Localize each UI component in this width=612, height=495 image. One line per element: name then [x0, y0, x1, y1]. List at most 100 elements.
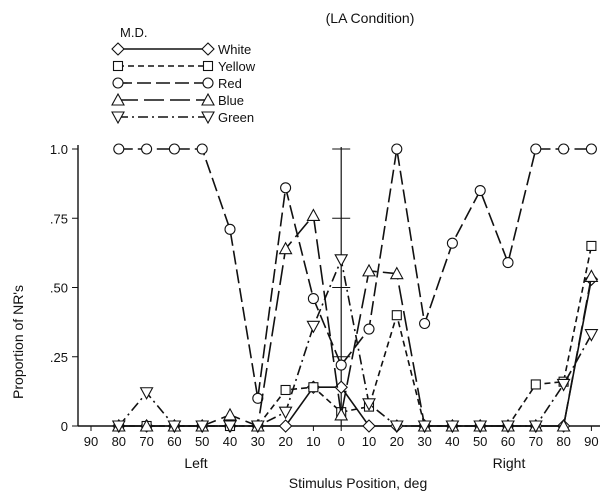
- data-point-red: [224, 223, 236, 235]
- legend-marker-circle: [202, 77, 214, 89]
- series-line-red: [118, 148, 592, 399]
- x-tick-label: 70: [139, 434, 153, 449]
- x-tick-label: 20: [390, 434, 404, 449]
- x-tick-label: 30: [417, 434, 431, 449]
- legend-marker-triangle-up: [201, 92, 215, 106]
- data-point-green: [584, 329, 599, 342]
- x-tick-label: 70: [529, 434, 543, 449]
- series-blue: [111, 208, 599, 432]
- legend-label: Blue: [218, 93, 244, 108]
- series-layer: [111, 143, 599, 434]
- legend-marker-diamond: [201, 42, 215, 56]
- data-point-red: [141, 143, 153, 155]
- data-point-red: [363, 323, 375, 335]
- x-tick-label: 40: [223, 434, 237, 449]
- data-point-green: [167, 420, 182, 434]
- x-tick-label: 0: [338, 434, 345, 449]
- legend-label: Green: [218, 110, 254, 125]
- legend-marker-square: [202, 60, 214, 72]
- data-point-red: [446, 237, 458, 249]
- subject-label: M.D.: [120, 25, 147, 40]
- data-point-blue: [362, 263, 376, 277]
- legend-item-white: White: [111, 42, 251, 57]
- x-tick-label: 60: [501, 434, 515, 449]
- data-point-green: [417, 420, 432, 434]
- data-point-blue: [306, 208, 321, 222]
- data-point-yellow: [280, 384, 291, 396]
- y-tick-label: .75: [50, 211, 68, 226]
- data-point-green: [139, 387, 154, 400]
- chart-title: (LA Condition): [326, 10, 415, 26]
- x-tick-label: 30: [251, 434, 265, 449]
- data-point-blue: [584, 269, 599, 282]
- legend-marker-triangle-down: [111, 111, 125, 125]
- x-tick-label: 90: [584, 434, 598, 449]
- x-tick-label: 80: [112, 434, 126, 449]
- data-point-red: [391, 143, 403, 155]
- data-point-blue: [139, 418, 154, 432]
- data-point-yellow: [391, 310, 402, 321]
- x-tick-label: 10: [306, 434, 320, 449]
- x-tick-label: 50: [473, 434, 487, 449]
- data-point-red: [474, 185, 486, 197]
- data-point-blue: [389, 266, 404, 280]
- legend-label: Red: [218, 76, 242, 91]
- axes: 90 80 70 60 50 40 30 20 10 0 10 20 30 40 50 60 70 80 90 0 .2…: [50, 142, 600, 449]
- data-point-green: [473, 420, 488, 434]
- data-point-red: [168, 143, 180, 155]
- data-point-green: [445, 420, 460, 434]
- data-point-red: [113, 143, 125, 155]
- x-tick-label: 40: [445, 434, 459, 449]
- x-tick-label: 10: [362, 434, 376, 449]
- data-point-green: [306, 320, 321, 334]
- data-point-green: [389, 420, 404, 434]
- data-point-yellow: [586, 240, 597, 251]
- legend-item-yellow: Yellow: [112, 59, 256, 74]
- data-point-green: [556, 378, 571, 392]
- series-red: [113, 143, 597, 404]
- x-tick-label: 60: [167, 434, 181, 449]
- y-tick-label: .25: [50, 350, 68, 365]
- data-point-blue: [556, 418, 571, 432]
- legend-label: White: [218, 42, 251, 57]
- data-point-green: [278, 406, 293, 420]
- data-point-green: [334, 254, 349, 267]
- x-tick-label: 90: [84, 434, 98, 449]
- y-axis-label: Proportion of NR's: [10, 285, 26, 399]
- data-point-red: [585, 143, 597, 155]
- data-point-red: [419, 317, 431, 330]
- series-line-green: [118, 257, 593, 427]
- y-tick-label: .50: [50, 281, 68, 296]
- x-tick-label: 20: [278, 434, 292, 449]
- legend-item-blue: Blue: [111, 92, 244, 108]
- x-tick-label: 50: [195, 434, 209, 449]
- legend-marker-triangle-down: [201, 111, 215, 125]
- data-point-red: [196, 143, 208, 155]
- legend-marker-circle: [112, 77, 124, 89]
- x-side-label-right: Right: [493, 455, 526, 471]
- data-point-blue: [334, 407, 349, 421]
- data-point-yellow: [530, 379, 541, 390]
- x-axis-label: Stimulus Position, deg: [289, 475, 428, 491]
- legend-item-red: Red: [112, 76, 242, 91]
- data-point-blue: [278, 241, 293, 255]
- legend: White Yellow Red Blue Green: [111, 42, 256, 125]
- data-point-blue: [223, 407, 237, 421]
- data-point-green: [111, 420, 126, 434]
- legend-marker-triangle-up: [111, 92, 125, 106]
- legend-marker-square: [112, 60, 124, 72]
- data-point-green: [223, 420, 237, 434]
- data-point-white: [362, 419, 376, 433]
- data-point-yellow: [308, 382, 319, 393]
- data-point-green: [195, 420, 210, 434]
- x-tick-label: 80: [556, 434, 570, 449]
- data-point-red: [530, 143, 542, 155]
- series-white: [112, 272, 599, 433]
- data-point-green: [528, 420, 543, 434]
- series-green: [111, 254, 599, 434]
- series-line-yellow: [118, 245, 593, 427]
- y-tick-label: 0: [61, 419, 68, 434]
- x-side-label-left: Left: [184, 455, 207, 471]
- y-tick-label: 1.0: [50, 142, 68, 157]
